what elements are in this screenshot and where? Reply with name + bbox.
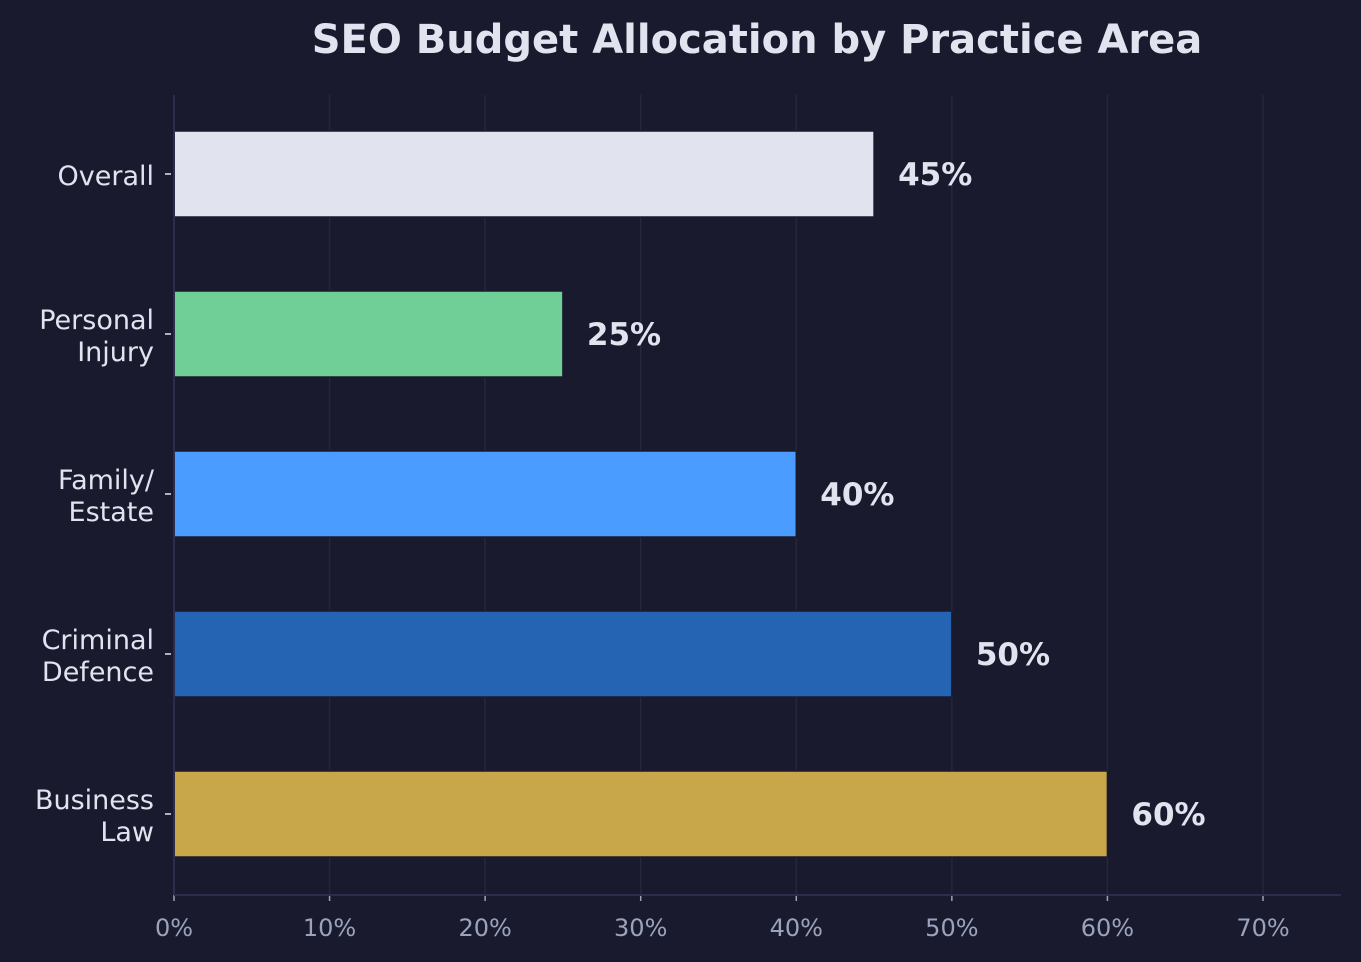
y-tick-label: Personal Injury [39, 305, 154, 368]
bar-value-label: 40% [820, 477, 894, 513]
y-tick-label: Criminal Defence [42, 625, 154, 688]
y-tick-label-line: Overall [58, 161, 155, 192]
y-tick-label: Overall [58, 161, 155, 192]
chart-title: SEO Budget Allocation by Practice Area [312, 17, 1203, 63]
x-tick-label: 10% [303, 914, 356, 942]
bar [173, 610, 953, 698]
y-tick-label-line: Business [35, 785, 154, 816]
bar [173, 770, 1109, 858]
bar-value-label: 45% [898, 157, 972, 193]
y-tick-label-line: Criminal [42, 625, 154, 656]
y-tick-label-line: Estate [69, 497, 154, 528]
y-tick-label-line: Injury [77, 337, 154, 368]
y-tick-label-line: Personal [39, 305, 154, 336]
y-tick-label-line: Defence [42, 657, 154, 688]
x-tick-label: 70% [1236, 914, 1289, 942]
bar [173, 290, 564, 378]
x-tick-label: 50% [925, 914, 978, 942]
y-tick-label-line: Law [100, 817, 154, 848]
x-tick-label: 0% [155, 914, 193, 942]
bar-value-label: 50% [976, 637, 1050, 673]
x-tick-label: 30% [614, 914, 667, 942]
bar [173, 130, 875, 218]
bar-value-label: 60% [1131, 797, 1205, 833]
y-tick-label-line: Family/ [58, 465, 155, 496]
x-tick-label: 60% [1081, 914, 1134, 942]
y-tick-label: Family/Estate [58, 465, 155, 528]
y-tick-label: Business Law [35, 785, 154, 848]
bar [173, 450, 798, 538]
bar-value-label: 25% [587, 317, 661, 353]
x-tick-label: 40% [770, 914, 823, 942]
x-tick-label: 20% [458, 914, 511, 942]
